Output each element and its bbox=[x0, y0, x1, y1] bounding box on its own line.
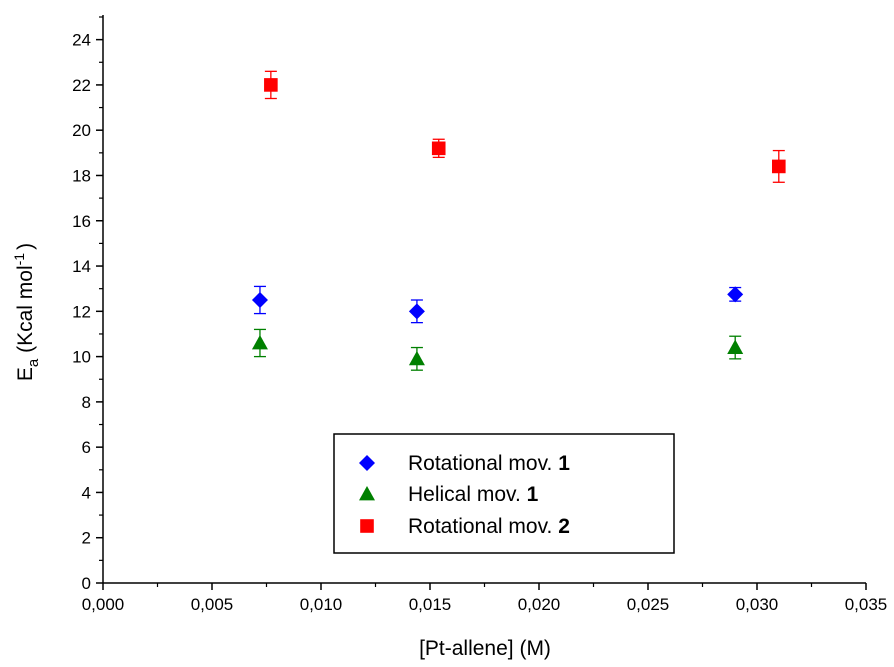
y-tick-label: 4 bbox=[82, 483, 91, 502]
y-axis-title-unit: (Kcal mol bbox=[14, 265, 37, 358]
y-axis-title: Ea (Kcal mol-1) bbox=[11, 243, 42, 381]
y-tick-label: 10 bbox=[72, 348, 91, 367]
legend-label: Rotational mov. 2 bbox=[408, 515, 570, 538]
x-tick-label: 0,005 bbox=[191, 595, 234, 614]
data-point bbox=[408, 350, 425, 366]
data-point bbox=[251, 292, 268, 308]
series-triangle bbox=[251, 328, 744, 371]
data-point bbox=[251, 335, 268, 350]
y-axis-title-unit-close: ) bbox=[14, 243, 37, 250]
legend-label: Rotational mov. 1 bbox=[408, 452, 570, 475]
data-point bbox=[431, 141, 446, 156]
y-axis-title-superscript: -1 bbox=[11, 253, 27, 266]
y-tick-label: 20 bbox=[72, 121, 91, 140]
legend-item: Rotational mov. 1 bbox=[359, 452, 570, 475]
legend-label-compound: 2 bbox=[558, 515, 570, 538]
axis-ticks bbox=[96, 16, 867, 590]
legend-label-compound: 1 bbox=[527, 483, 539, 506]
y-tick-label: 2 bbox=[82, 529, 91, 548]
x-tick-label: 0,000 bbox=[82, 595, 125, 614]
axis-tick-labels: 0,000 0,005 0,010 0,015 0,020 0,025 0,030 0,035… bbox=[72, 31, 887, 614]
x-tick-label: 0,035 bbox=[845, 595, 888, 614]
legend-marker bbox=[359, 486, 375, 501]
legend-label-name: Helical mov. bbox=[408, 483, 527, 506]
legend-item: Helical mov. 1 bbox=[359, 483, 539, 506]
y-axis-title-main: E bbox=[14, 367, 37, 381]
data-point bbox=[727, 286, 744, 303]
y-tick-label: 6 bbox=[82, 438, 91, 457]
x-tick-label: 0,015 bbox=[409, 595, 452, 614]
data-point bbox=[264, 78, 278, 92]
data-point bbox=[772, 159, 786, 174]
data-point bbox=[727, 339, 744, 354]
series-square bbox=[264, 70, 786, 183]
legend-label-name: Rotational mov. bbox=[408, 452, 558, 475]
series-diamond bbox=[251, 285, 744, 324]
legend-label-name: Rotational mov. bbox=[408, 515, 558, 538]
legend-marker bbox=[360, 519, 374, 533]
y-tick-label: 18 bbox=[72, 166, 91, 185]
x-axis-title: [Pt-allene] (M) bbox=[419, 637, 551, 660]
legend-label-compound: 1 bbox=[558, 452, 570, 475]
y-tick-label: 24 bbox=[72, 31, 91, 50]
legend-box bbox=[333, 433, 675, 554]
x-tick-label: 0,025 bbox=[627, 595, 670, 614]
y-axis-title-subscript: a bbox=[25, 358, 42, 367]
legend-item: Rotational mov. 2 bbox=[360, 515, 570, 538]
x-tick-label: 0,020 bbox=[518, 595, 561, 614]
y-tick-label: 0 bbox=[82, 574, 91, 593]
series-layer bbox=[251, 70, 786, 371]
y-tick-label: 12 bbox=[72, 302, 91, 321]
y-tick-label: 16 bbox=[72, 212, 91, 231]
x-tick-label: 0,010 bbox=[300, 595, 343, 614]
x-tick-label: 0,030 bbox=[736, 595, 779, 614]
legend-label: Helical mov. 1 bbox=[408, 483, 539, 506]
data-point bbox=[408, 303, 425, 320]
legend-marker bbox=[359, 455, 375, 471]
y-tick-label: 14 bbox=[72, 257, 91, 276]
y-tick-label: 22 bbox=[72, 76, 91, 95]
y-tick-label: 8 bbox=[82, 393, 91, 412]
